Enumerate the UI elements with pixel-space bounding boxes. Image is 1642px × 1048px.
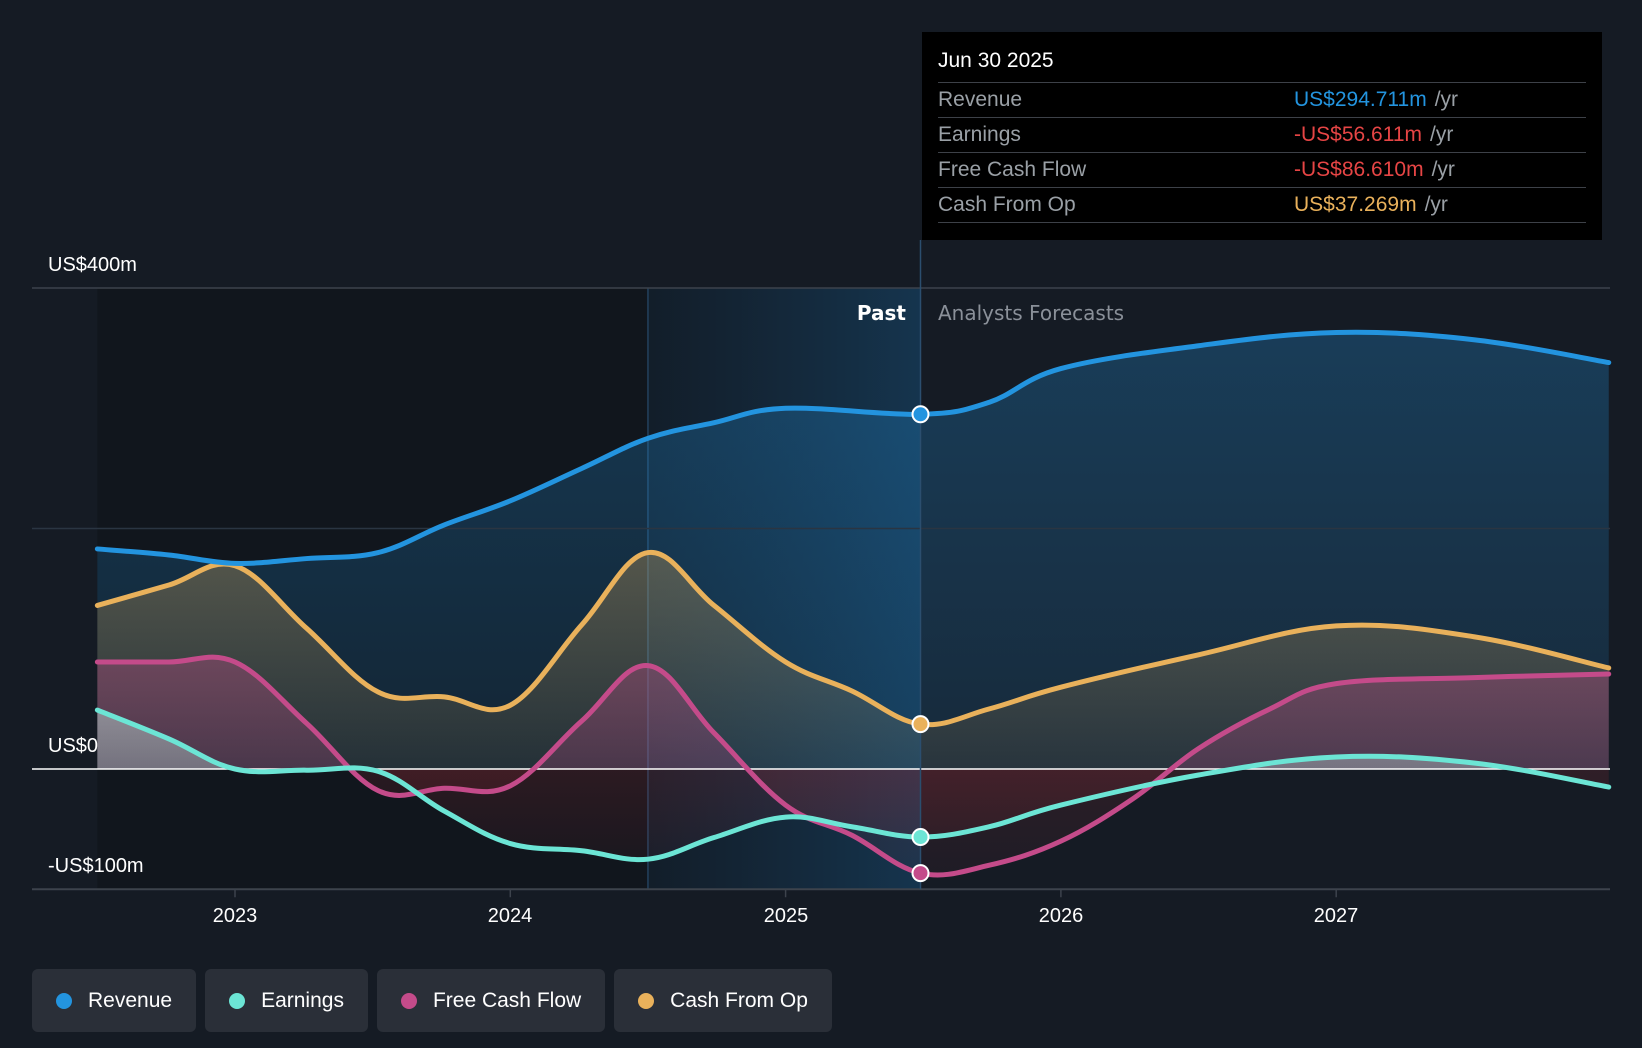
tooltip-label: Earnings: [938, 123, 1021, 146]
x-tick-label-2027: 2027: [1314, 905, 1359, 927]
tooltip-label: Free Cash Flow: [938, 158, 1087, 181]
earnings-marker: [911, 828, 930, 847]
legend-label: Revenue: [88, 988, 173, 1012]
tooltip-unit: /yr: [1431, 158, 1455, 181]
legend: Revenue Earnings Free Cash Flow Cash Fro…: [32, 969, 832, 1032]
tooltip: Jun 30 2025 Revenue US$294.711m /yr Earn…: [922, 32, 1602, 240]
y-tick-label-400: US$400m: [48, 254, 137, 276]
x-tick-label-2026: 2026: [1039, 905, 1084, 927]
tooltip-row-cash-from-op: Cash From Op US$37.269m /yr: [938, 187, 1586, 223]
tooltip-value: US$37.269m: [1294, 193, 1417, 216]
tooltip-row-revenue: Revenue US$294.711m /yr: [938, 82, 1586, 117]
earnings-dot-icon: [229, 992, 246, 1009]
earnings-line: [94, 707, 1612, 863]
tooltip-unit: /yr: [1434, 88, 1459, 111]
tooltip-label: Cash From Op: [938, 193, 1076, 216]
revenue-line: [94, 329, 1612, 566]
cash-from-op-marker: [911, 715, 930, 734]
tooltip-value: -US$56.611m: [1294, 123, 1423, 146]
free-cash-flow-area: [97, 657, 1609, 769]
tooltip-date: Jun 30 2025: [938, 49, 1054, 72]
tooltip-unit: /yr: [1430, 123, 1454, 146]
legend-label: Earnings: [261, 988, 344, 1012]
cash-from-op-dot-icon: [638, 992, 655, 1009]
forecast-label: Analysts Forecasts: [938, 301, 1124, 325]
tooltip-label: Revenue: [938, 88, 1023, 111]
free-cash-flow-dot-icon: [400, 992, 417, 1009]
y-tick-label-0: US$0: [48, 735, 98, 757]
free-cash-flow-marker: [911, 864, 930, 883]
x-tick-label-2024: 2024: [488, 905, 533, 927]
tooltip-value: US$294.711m: [1294, 88, 1427, 111]
y-tick-label-neg100: -US$100m: [48, 855, 144, 877]
revenue-dot-icon: [56, 992, 72, 1009]
tooltip-row-earnings: Earnings -US$56.611m /yr: [938, 117, 1586, 152]
cash-from-op-line: [94, 550, 1612, 728]
legend-item-earnings[interactable]: Earnings: [205, 969, 368, 1032]
revenue-marker: [911, 405, 930, 424]
past-label: Past: [857, 301, 907, 325]
legend-label: Free Cash Flow: [432, 988, 582, 1012]
legend-item-revenue[interactable]: Revenue: [32, 969, 197, 1032]
cash-from-op-area: [97, 552, 1609, 769]
x-tick-label-2023: 2023: [213, 905, 258, 927]
legend-label: Cash From Op: [670, 988, 808, 1012]
tooltip-value: -US$86.610m: [1294, 158, 1424, 181]
tooltip-row-free-cash-flow: Free Cash Flow -US$86.610m /yr: [938, 152, 1586, 187]
chart: US$400m US$0 -US$100m 2023 2024 2025 202…: [32, 240, 1612, 927]
tooltip-unit: /yr: [1424, 193, 1448, 216]
x-tick-label-2025: 2025: [764, 905, 809, 927]
legend-item-cash-from-op[interactable]: Cash From Op: [614, 969, 832, 1032]
free-cash-flow-line: [94, 654, 1612, 878]
legend-item-free-cash-flow[interactable]: Free Cash Flow: [376, 969, 606, 1032]
